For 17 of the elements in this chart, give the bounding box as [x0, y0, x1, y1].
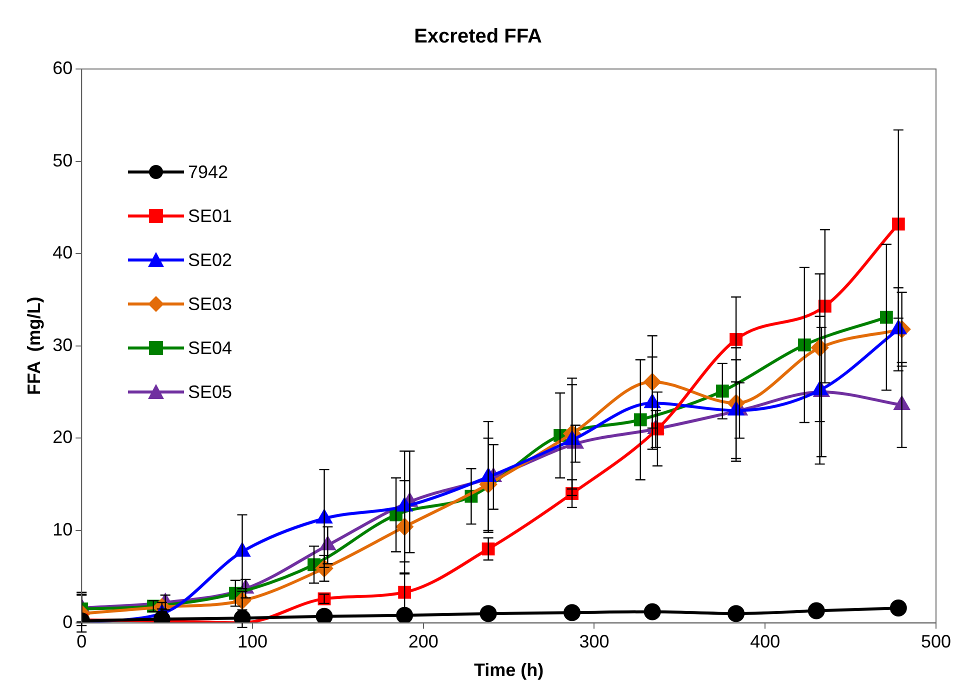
y-tick-label: 40 — [52, 242, 73, 263]
x-axis-title: Time (h) — [474, 660, 544, 680]
x-tick-label: 100 — [237, 632, 268, 652]
y-tick-label: 10 — [52, 519, 73, 540]
y-tick-label: 50 — [52, 150, 73, 170]
y-tick-label: 60 — [52, 58, 73, 78]
y-axis-title: FFA (mg/L) — [24, 296, 44, 396]
x-tick-label: 500 — [920, 632, 952, 652]
x-tick-label: 400 — [750, 632, 780, 652]
x-tick-label: 200 — [408, 632, 438, 652]
x-tick-label: 300 — [579, 632, 610, 652]
y-tick-label: 0 — [62, 612, 73, 632]
y-tick-label: 30 — [52, 334, 73, 355]
y-tick-label: 20 — [52, 427, 73, 448]
legend-label: 7942 — [188, 161, 228, 184]
chart-title: Excreted FFA — [414, 26, 542, 48]
x-tick-label: 0 — [76, 632, 87, 652]
